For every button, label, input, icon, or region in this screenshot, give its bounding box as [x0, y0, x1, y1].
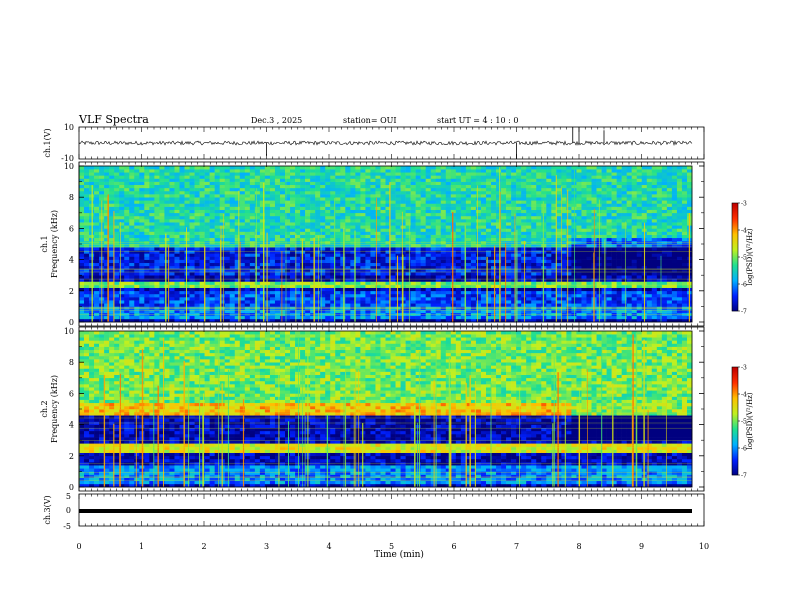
time-axis-label: Time (min) — [374, 549, 424, 560]
ch1-spec-ytick-1: 2 — [69, 287, 74, 296]
ch1-colorbar-tick-4: -7 — [741, 309, 747, 316]
time-tick-0: 0 — [76, 542, 81, 551]
ch2-spectrogram-panel: 0 2 4 6 8 10 ch.2 Frequency (kHz) — [40, 326, 705, 492]
ch2-spec-ytick-0: 0 — [69, 483, 74, 492]
ch3-waveform-ylabel: ch.3(V) — [43, 495, 52, 524]
ch2-spectrogram-image — [78, 331, 693, 488]
time-tick-4: 4 — [326, 542, 331, 551]
ch3-waveform-panel: 5 0 -5 ch.3(V) — [43, 492, 705, 531]
ch1-ytick-top: 10 — [64, 123, 74, 132]
ch3-waveform-trace — [79, 509, 692, 513]
ch1-spec-ytick-5: 10 — [64, 162, 74, 171]
ch2-spec-ytick-4: 8 — [69, 358, 74, 367]
ch1-spectrogram-image — [79, 166, 693, 323]
ch2-spec-ytick-1: 2 — [69, 452, 74, 461]
ch2-colorbar-tick-1: -4 — [741, 392, 747, 399]
ch1-waveform-frame — [78, 126, 705, 160]
time-tick-10: 10 — [699, 542, 709, 551]
time-axis: 0 1 2 3 4 5 6 7 8 9 10 — [76, 127, 709, 551]
ch1-spec-ylabel: Frequency (kHz) — [50, 210, 59, 278]
ch2-colorbar-tick-4: -7 — [741, 473, 747, 480]
time-tick-5: 5 — [389, 542, 394, 551]
ch1-spec-ytick-3: 6 — [69, 224, 74, 233]
ch1-colorbar-label: log(PSD)(V²/Hz) — [746, 228, 754, 285]
ch2-spec-ylabel-channel: ch.2 — [40, 400, 49, 417]
ch1-spectrogram-panel: 0 2 4 6 8 10 ch.1 Frequency (kHz) — [40, 161, 705, 327]
date-label: Dec.3 , 2025 — [251, 116, 302, 125]
ch2-spec-ytick-3: 6 — [69, 389, 74, 398]
ch3-ytick-top: 5 — [66, 492, 71, 501]
ch1-waveform-panel: 10 -10 ch.1(V) — [43, 123, 705, 163]
station-label: station= OUI — [343, 116, 397, 125]
ch1-colorbar: -3 -4 -5 -6 -7 — [731, 201, 747, 316]
ch1-spec-ylabel-channel: ch.1 — [40, 235, 49, 252]
start-time-label: start UT = 4 : 10 : 0 — [437, 116, 518, 125]
ch1-colorbar-tick-1: -4 — [741, 228, 747, 235]
time-tick-3: 3 — [264, 542, 269, 551]
ch2-colorbar: -3 -4 -5 -6 -7 — [731, 365, 747, 480]
figure-title: VLF Spectra — [78, 113, 149, 126]
ch1-waveform-ylabel: ch.1(V) — [43, 128, 52, 157]
ch1-colorbar-tick-2: -5 — [741, 255, 747, 262]
ch2-colorbar-tick-0: -3 — [741, 365, 747, 372]
ch3-ytick-mid: 0 — [66, 506, 71, 515]
ch2-spec-ylabel: Frequency (kHz) — [50, 375, 59, 443]
ch2-spec-ytick-5: 10 — [64, 327, 74, 336]
time-tick-6: 6 — [451, 542, 456, 551]
ch1-colorbar-tick-3: -6 — [741, 282, 747, 289]
ch2-colorbar-tick-3: -6 — [741, 446, 747, 453]
ch1-spec-ytick-2: 4 — [69, 256, 74, 265]
ch1-colorbar-tick-0: -3 — [741, 201, 747, 208]
ch1-spec-ytick-4: 8 — [69, 193, 74, 202]
ch1-spec-ytick-0: 0 — [69, 318, 74, 327]
ch2-colorbar-label: log(PSD)(V²/Hz) — [746, 392, 754, 449]
ch3-ytick-bottom: -5 — [63, 522, 71, 531]
time-tick-9: 9 — [639, 542, 644, 551]
time-tick-7: 7 — [514, 542, 519, 551]
ch2-colorbar-tick-2: -5 — [741, 419, 747, 426]
time-tick-1: 1 — [139, 542, 144, 551]
time-tick-8: 8 — [576, 542, 581, 551]
ch1-ytick-bottom: -10 — [61, 154, 74, 163]
ch2-spec-ytick-2: 4 — [69, 421, 74, 430]
ch1-waveform-line — [78, 140, 693, 147]
time-tick-2: 2 — [201, 542, 206, 551]
ch1-waveform-trace — [78, 127, 693, 159]
